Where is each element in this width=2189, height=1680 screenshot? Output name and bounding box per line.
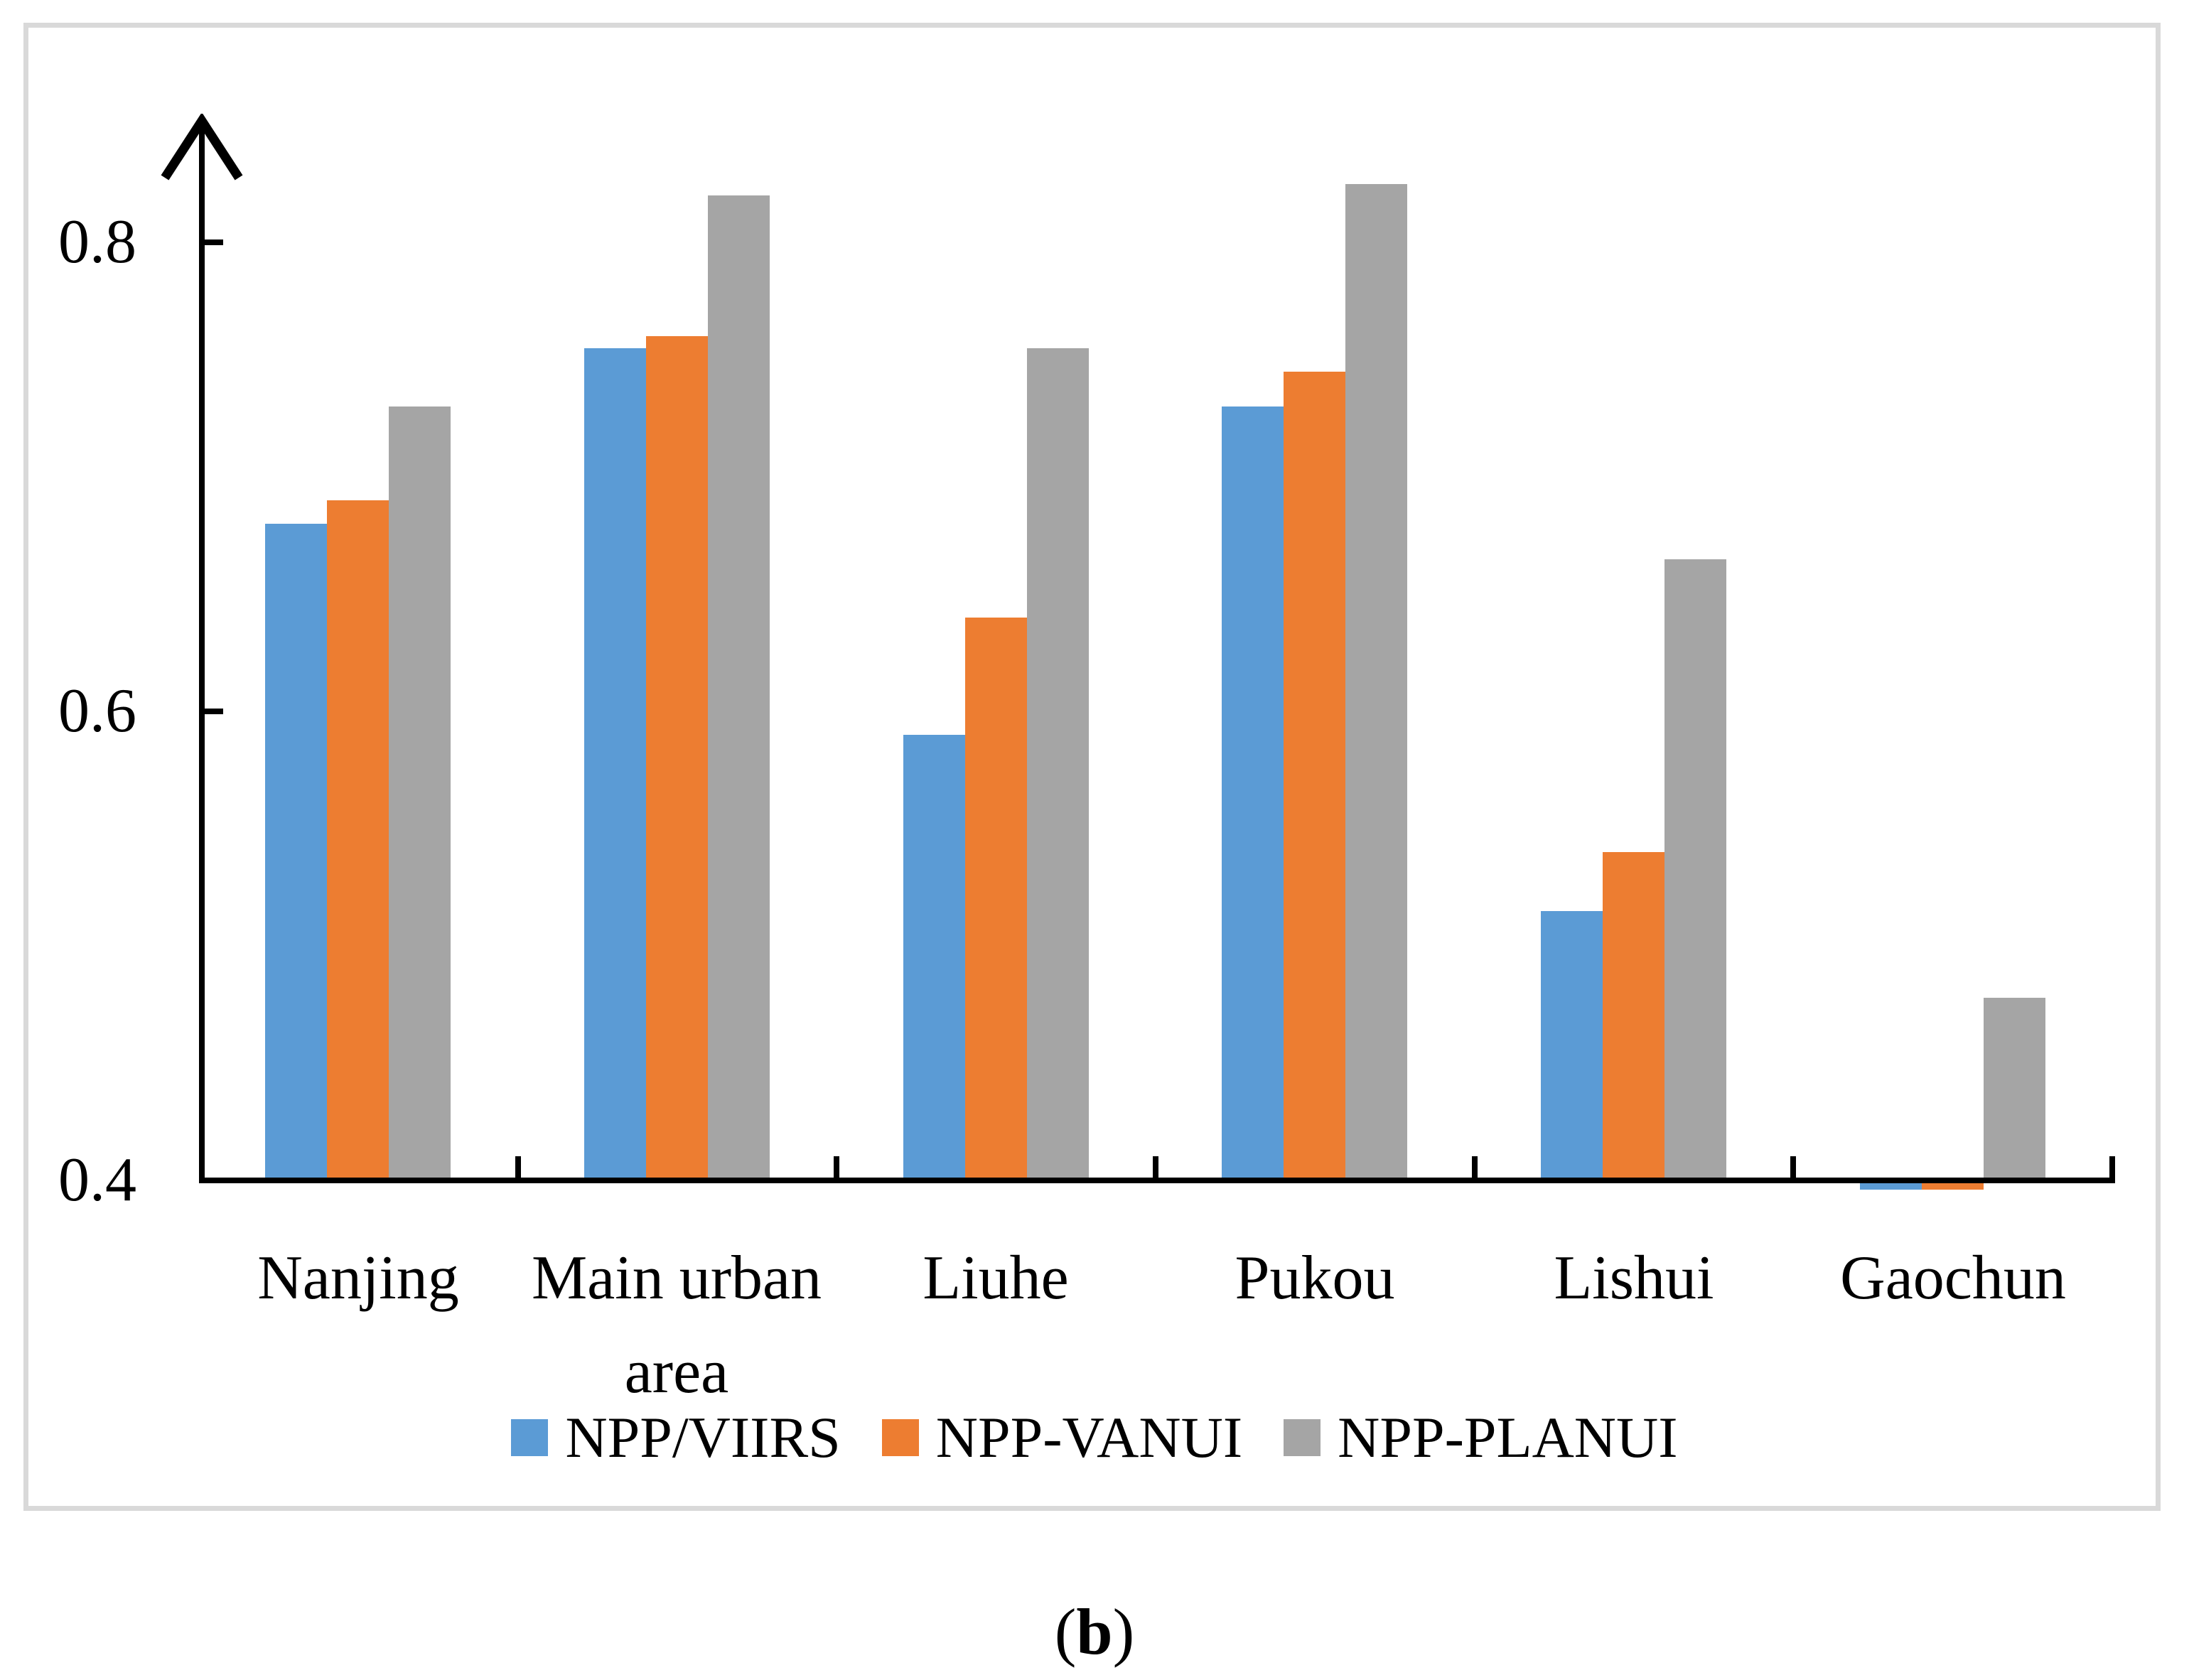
legend-label: NPP-PLANUI (1338, 1405, 1678, 1470)
bar-npp-vanui-1 (646, 336, 708, 1183)
y-tick-label: 0.4 (58, 1146, 136, 1215)
legend-item-npp-planui: NPP-PLANUI (1284, 1405, 1678, 1470)
bar-npp-planui-3 (1345, 184, 1407, 1183)
category-label-main-urban-area: Main urban area (531, 1244, 822, 1406)
x-axis-tick (2109, 1156, 2115, 1183)
bar-npp-vanui-0 (327, 500, 389, 1183)
caption-open-paren: ( (1054, 1595, 1077, 1668)
bar-npp-vanui-4 (1603, 852, 1664, 1183)
x-axis-tick (834, 1156, 839, 1183)
legend-label: NPP/VIIRS (565, 1405, 841, 1470)
caption-close-paren: ) (1112, 1595, 1135, 1668)
bar-npp-viirs-3 (1222, 406, 1284, 1183)
category-label-lishui: Lishui (1554, 1244, 1714, 1313)
caption-letter: b (1076, 1595, 1113, 1668)
chart-legend: NPP/VIIRS NPP-VANUI NPP-PLANUI (0, 1409, 2189, 1467)
legend-item-npp-viirs: NPP/VIIRS (511, 1405, 841, 1470)
y-tick-label: 0.6 (58, 677, 136, 745)
x-axis-tick (1472, 1156, 1478, 1183)
legend-swatch-icon (511, 1419, 549, 1456)
figure-caption: (b) (0, 1594, 2189, 1669)
bar-npp-viirs-5 (1860, 1183, 1922, 1190)
y-axis-line (199, 122, 205, 1183)
x-axis-tick (1790, 1156, 1796, 1183)
bar-npp-viirs-2 (903, 735, 965, 1183)
legend-swatch-icon (1284, 1419, 1321, 1456)
bar-npp-viirs-1 (584, 348, 646, 1183)
y-tick-label: 0.8 (58, 208, 136, 276)
bar-npp-viirs-0 (265, 524, 327, 1183)
x-axis-tick (1153, 1156, 1158, 1183)
bar-npp-vanui-5 (1922, 1183, 1984, 1190)
category-label-nanjing: Nanjing (257, 1244, 459, 1313)
bar-npp-vanui-2 (965, 618, 1027, 1183)
x-axis-tick (515, 1156, 521, 1183)
bar-npp-planui-5 (1984, 998, 2045, 1183)
bar-npp-planui-2 (1027, 348, 1089, 1183)
legend-swatch-icon (881, 1419, 919, 1456)
category-label-pukou: Pukou (1235, 1244, 1395, 1313)
bar-npp-planui-0 (389, 406, 451, 1183)
y-axis-tick (205, 239, 223, 245)
category-label-liuhe: Liuhe (923, 1244, 1069, 1313)
bar-npp-vanui-3 (1284, 372, 1345, 1183)
bar-npp-planui-4 (1664, 559, 1726, 1183)
category-label-gaochun: Gaochun (1840, 1244, 2066, 1313)
legend-label: NPP-VANUI (935, 1405, 1243, 1470)
y-axis-arrow-icon (161, 114, 243, 181)
bar-npp-viirs-4 (1541, 911, 1603, 1183)
legend-item-npp-vanui: NPP-VANUI (881, 1405, 1243, 1470)
y-axis-tick (205, 709, 223, 714)
bar-npp-planui-1 (708, 195, 770, 1183)
